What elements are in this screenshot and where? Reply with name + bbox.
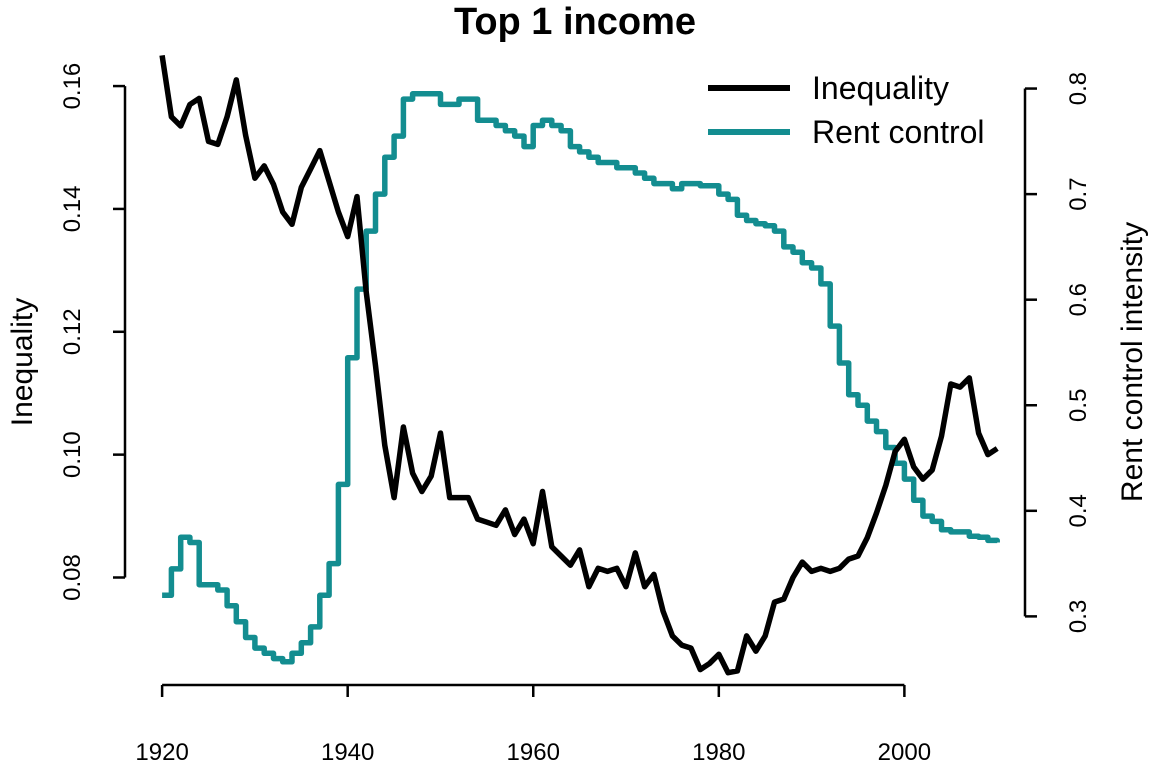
right-tick-label: 0.8 — [1065, 72, 1092, 105]
right-tick-label: 0.7 — [1065, 177, 1092, 210]
inequality-series-line — [159, 54, 999, 676]
left-tick-label: 0.12 — [59, 308, 86, 355]
chart-title: Top 1 income — [454, 1, 696, 43]
rent-control-series-line — [162, 91, 1000, 665]
series-group — [159, 54, 1000, 676]
left-tick-label: 0.10 — [59, 431, 86, 478]
left-tick-label: 0.08 — [59, 554, 86, 601]
x-tick-label: 1980 — [692, 739, 745, 766]
x-tick-label: 1940 — [321, 739, 374, 766]
right-axis-label: Rent control intensity — [1116, 222, 1149, 502]
left-axis-label: Inequality — [6, 298, 39, 426]
x-tick-label: 1920 — [135, 739, 188, 766]
legend: Inequality Rent control — [708, 70, 985, 150]
left-tick-label: 0.16 — [59, 63, 86, 110]
left-tick-label: 0.14 — [59, 186, 86, 233]
legend-label-inequality: Inequality — [812, 70, 949, 106]
right-tick-label: 0.4 — [1065, 494, 1092, 527]
x-tick-label: 1960 — [507, 739, 560, 766]
right-tick-label: 0.6 — [1065, 283, 1092, 316]
legend-label-rent-control: Rent control — [812, 114, 985, 150]
axes-group: 1920 1940 1960 1980 2000 0.08 0.10 0.12 0.14 0.16… — [59, 63, 1092, 766]
right-tick-label: 0.3 — [1065, 600, 1092, 633]
x-tick-label: 2000 — [878, 739, 931, 766]
right-tick-label: 0.5 — [1065, 389, 1092, 422]
